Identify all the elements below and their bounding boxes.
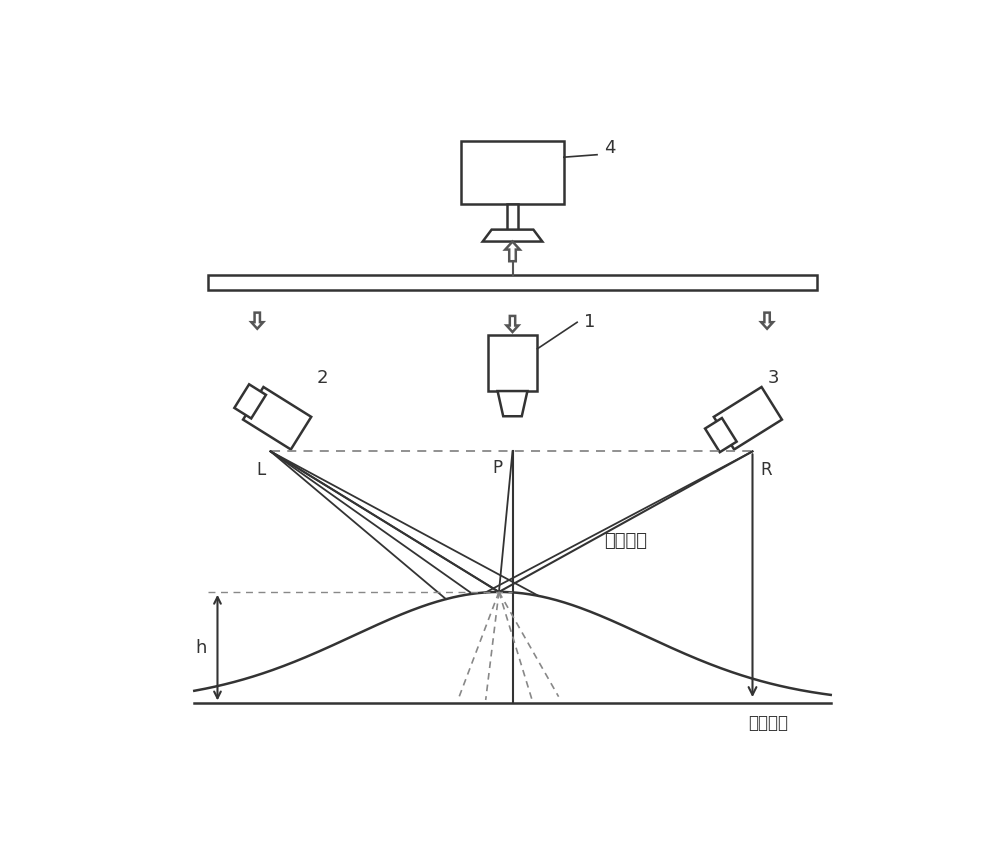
- Bar: [488, 335, 537, 391]
- Polygon shape: [714, 387, 782, 449]
- Text: 1: 1: [584, 313, 595, 331]
- Text: L: L: [256, 461, 265, 479]
- Text: 被测物体: 被测物体: [604, 532, 647, 550]
- Text: 2: 2: [317, 369, 328, 387]
- Bar: [461, 141, 564, 204]
- Bar: [507, 204, 518, 230]
- Text: 参考平面: 参考平面: [748, 714, 788, 732]
- Polygon shape: [761, 313, 773, 329]
- Text: P: P: [492, 459, 503, 477]
- Polygon shape: [243, 387, 311, 449]
- Polygon shape: [705, 418, 737, 452]
- Polygon shape: [505, 242, 520, 261]
- Text: 4: 4: [604, 139, 615, 157]
- Text: R: R: [760, 461, 772, 479]
- Text: h: h: [195, 639, 207, 657]
- Polygon shape: [498, 391, 527, 416]
- Bar: [208, 275, 817, 289]
- Text: 3: 3: [768, 369, 779, 387]
- Polygon shape: [234, 384, 266, 418]
- Polygon shape: [483, 230, 542, 242]
- Polygon shape: [507, 316, 518, 332]
- Polygon shape: [251, 313, 263, 329]
